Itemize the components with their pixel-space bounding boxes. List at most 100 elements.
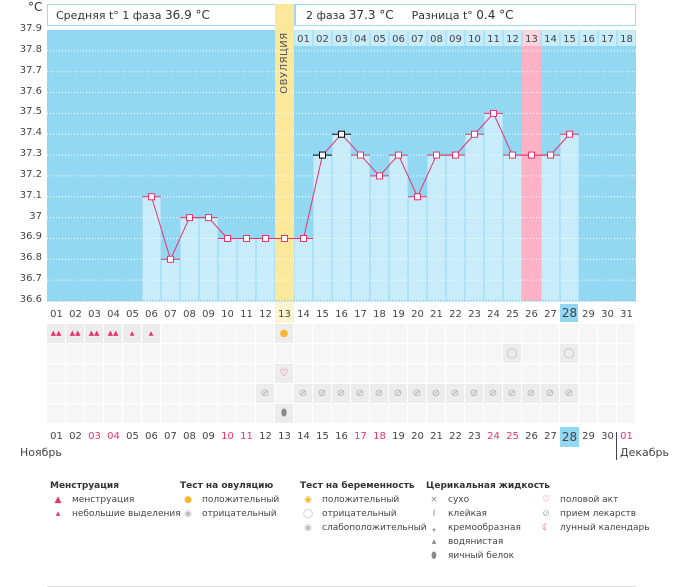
calendar-cell[interactable]: [275, 344, 293, 363]
calendar-cell[interactable]: [85, 404, 103, 423]
calendar-cell[interactable]: [256, 364, 274, 383]
calendar-cell[interactable]: [199, 404, 217, 423]
calendar-cell[interactable]: [256, 344, 274, 363]
calendar-cell[interactable]: [389, 364, 407, 383]
calendar-cell[interactable]: [199, 364, 217, 383]
calendar-cell[interactable]: [408, 344, 426, 363]
calendar-cell[interactable]: [332, 404, 350, 423]
calendar-cell[interactable]: [199, 324, 217, 343]
calendar-cell[interactable]: [503, 364, 521, 383]
calendar-cell[interactable]: [522, 404, 540, 423]
calendar-cell[interactable]: [446, 324, 464, 343]
calendar-cell[interactable]: [237, 324, 255, 343]
calendar-cell[interactable]: ⊘: [503, 384, 521, 403]
calendar-cell[interactable]: ▲▲: [47, 324, 65, 343]
calendar-cell[interactable]: ●: [275, 324, 293, 343]
calendar-cell[interactable]: [484, 344, 502, 363]
calendar-cell[interactable]: [218, 384, 236, 403]
calendar-cell[interactable]: [123, 364, 141, 383]
calendar-cell[interactable]: ▲▲: [66, 324, 84, 343]
calendar-cell[interactable]: [351, 344, 369, 363]
calendar-cell[interactable]: [389, 404, 407, 423]
calendar-cell[interactable]: [256, 404, 274, 423]
calendar-cell[interactable]: [389, 344, 407, 363]
calendar-cell[interactable]: [199, 384, 217, 403]
calendar-cell[interactable]: [408, 364, 426, 383]
calendar-cell[interactable]: [446, 364, 464, 383]
calendar-cell[interactable]: ⊘: [541, 384, 559, 403]
calendar-cell[interactable]: [370, 364, 388, 383]
calendar-cell[interactable]: ⊘: [294, 384, 312, 403]
calendar-cell[interactable]: ⊘: [408, 384, 426, 403]
calendar-cell[interactable]: [617, 324, 635, 343]
calendar-cell[interactable]: [294, 324, 312, 343]
calendar-cell[interactable]: [579, 364, 597, 383]
calendar-cell[interactable]: [218, 344, 236, 363]
calendar-cell[interactable]: ⊘: [332, 384, 350, 403]
calendar-cell[interactable]: [427, 364, 445, 383]
calendar-cell[interactable]: ⊘: [389, 384, 407, 403]
calendar-cell[interactable]: [237, 364, 255, 383]
calendar-cell[interactable]: [104, 384, 122, 403]
calendar-cell[interactable]: [351, 364, 369, 383]
calendar-cell[interactable]: [66, 344, 84, 363]
calendar-cell[interactable]: [617, 384, 635, 403]
calendar-cell[interactable]: [503, 324, 521, 343]
calendar-cell[interactable]: [522, 364, 540, 383]
calendar-cell[interactable]: [579, 324, 597, 343]
calendar-cell[interactable]: ⊘: [370, 384, 388, 403]
calendar-cell[interactable]: [484, 404, 502, 423]
calendar-cell[interactable]: [47, 384, 65, 403]
calendar-cell[interactable]: [560, 364, 578, 383]
calendar-cell[interactable]: [85, 364, 103, 383]
calendar-cell[interactable]: [579, 344, 597, 363]
calendar-cell[interactable]: [180, 404, 198, 423]
calendar-cell[interactable]: [313, 364, 331, 383]
calendar-cell[interactable]: [617, 404, 635, 423]
calendar-cell[interactable]: [465, 324, 483, 343]
calendar-cell[interactable]: [598, 404, 616, 423]
calendar-cell[interactable]: [408, 324, 426, 343]
calendar-cell[interactable]: [522, 344, 540, 363]
calendar-cell[interactable]: [256, 324, 274, 343]
calendar-cell[interactable]: ⊘: [522, 384, 540, 403]
calendar-cell[interactable]: [104, 344, 122, 363]
calendar-cell[interactable]: [370, 344, 388, 363]
calendar-cell[interactable]: [389, 324, 407, 343]
calendar-cell[interactable]: ▲: [123, 324, 141, 343]
calendar-cell[interactable]: [427, 324, 445, 343]
calendar-cell[interactable]: [66, 404, 84, 423]
calendar-cell[interactable]: [446, 344, 464, 363]
calendar-cell[interactable]: [218, 364, 236, 383]
calendar-cell[interactable]: [332, 344, 350, 363]
calendar-cell[interactable]: ♡: [275, 364, 293, 383]
calendar-cell[interactable]: [237, 404, 255, 423]
calendar-cell[interactable]: [294, 404, 312, 423]
calendar-cell[interactable]: [351, 324, 369, 343]
calendar-cell[interactable]: [104, 364, 122, 383]
calendar-cell[interactable]: [427, 344, 445, 363]
calendar-cell[interactable]: [408, 404, 426, 423]
calendar-cell[interactable]: ⊘: [351, 384, 369, 403]
calendar-cell[interactable]: [180, 344, 198, 363]
calendar-cell[interactable]: ⊘: [256, 384, 274, 403]
calendar-cell[interactable]: [180, 384, 198, 403]
calendar-cell[interactable]: [161, 324, 179, 343]
calendar-cell[interactable]: [142, 364, 160, 383]
calendar-cell[interactable]: [237, 344, 255, 363]
calendar-cell[interactable]: [465, 344, 483, 363]
calendar-cell[interactable]: [484, 364, 502, 383]
calendar-cell[interactable]: [104, 404, 122, 423]
calendar-cell[interactable]: [123, 344, 141, 363]
calendar-cell[interactable]: [294, 364, 312, 383]
calendar-cell[interactable]: [313, 344, 331, 363]
calendar-cell[interactable]: [47, 364, 65, 383]
calendar-cell[interactable]: [123, 404, 141, 423]
calendar-cell[interactable]: [199, 344, 217, 363]
calendar-cell[interactable]: [370, 324, 388, 343]
calendar-cell[interactable]: [218, 404, 236, 423]
calendar-cell[interactable]: [47, 344, 65, 363]
calendar-cell[interactable]: ◯: [560, 344, 578, 363]
calendar-cell[interactable]: [598, 324, 616, 343]
calendar-cell[interactable]: [123, 384, 141, 403]
